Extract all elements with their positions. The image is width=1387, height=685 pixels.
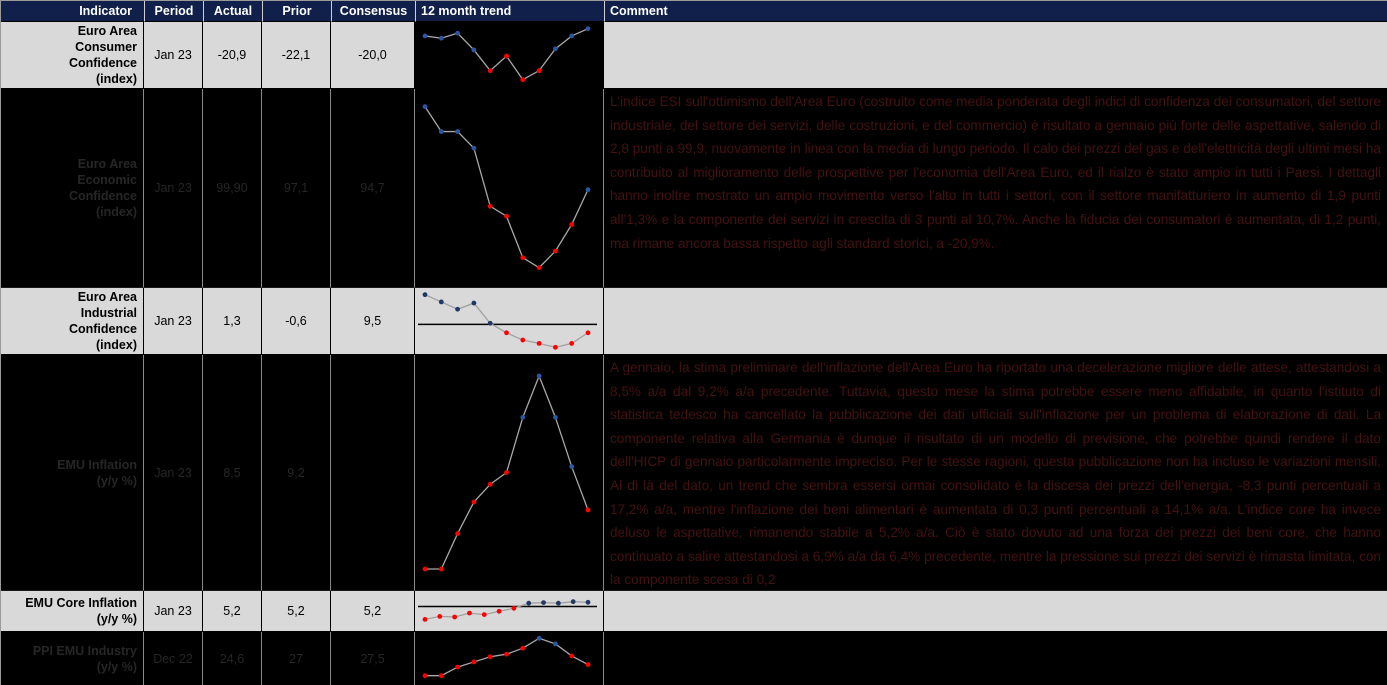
consensus-value: 9,5 [331, 288, 415, 355]
prior-value: 5,2 [262, 591, 331, 632]
column-header-indicator: Indicator [1, 1, 144, 22]
period-value: Jan 23 [144, 355, 203, 591]
period-value: Jan 23 [144, 288, 203, 355]
comment-cell: A gennaio, la stima preliminare dell'inf… [604, 355, 1387, 591]
trend-sparkline [415, 89, 604, 288]
indicator-label: PPI EMU Industry (y/y %) [1, 632, 144, 685]
indicator-label: Euro Area Consumer Confidence (index) [1, 22, 144, 89]
period-value: Dec 22 [144, 632, 203, 685]
comment-cell [604, 22, 1387, 89]
prior-value: -22,1 [262, 22, 331, 89]
table-header-row: Indicator Period Actual Prior Consensus … [1, 1, 1387, 22]
trend-sparkline [415, 22, 604, 89]
column-header-actual: Actual [203, 1, 262, 22]
actual-value: 1,3 [203, 288, 262, 355]
trend-sparkline [415, 632, 604, 685]
column-header-comment: Comment [604, 1, 1387, 22]
indicator-label: Euro Area Industrial Confidence (index) [1, 288, 144, 355]
actual-value: 24,6 [203, 632, 262, 685]
prior-value: 9,2 [262, 355, 331, 591]
trend-sparkline [415, 288, 604, 355]
consensus-value: 27,5 [331, 632, 415, 685]
consensus-value: 5,2 [331, 591, 415, 632]
comment-cell [604, 288, 1387, 355]
comment-cell [604, 632, 1387, 685]
table-row: Euro Area Industrial Confidence (index) … [1, 288, 1387, 355]
period-value: Jan 23 [144, 22, 203, 89]
table-row: Euro Area Economic Confidence (index) Ja… [1, 89, 1387, 288]
column-header-prior: Prior [262, 1, 331, 22]
trend-sparkline [415, 591, 604, 632]
prior-value: -0,6 [262, 288, 331, 355]
period-value: Jan 23 [144, 89, 203, 288]
indicator-label: EMU Inflation (y/y %) [1, 355, 144, 591]
table-row: Euro Area Consumer Confidence (index) Ja… [1, 22, 1387, 89]
comment-cell [604, 591, 1387, 632]
prior-value: 27 [262, 632, 331, 685]
column-header-trend: 12 month trend [415, 1, 604, 22]
indicator-label: Euro Area Economic Confidence (index) [1, 89, 144, 288]
consensus-value: -20,0 [331, 22, 415, 89]
actual-value: 5,2 [203, 591, 262, 632]
actual-value: 99,90 [203, 89, 262, 288]
actual-value: -20,9 [203, 22, 262, 89]
trend-sparkline [415, 355, 604, 591]
comment-cell: L'indice ESI sull'ottimismo dell'Area Eu… [604, 89, 1387, 288]
column-header-consensus: Consensus [331, 1, 415, 22]
indicator-label: EMU Core Inflation (y/y %) [1, 591, 144, 632]
table-row: EMU Inflation (y/y %) Jan 23 8,5 9,2 A g… [1, 355, 1387, 591]
period-value: Jan 23 [144, 591, 203, 632]
consensus-value: 94,7 [331, 89, 415, 288]
table-row: EMU Core Inflation (y/y %) Jan 23 5,2 5,… [1, 591, 1387, 632]
consensus-value [331, 355, 415, 591]
table-row: PPI EMU Industry (y/y %) Dec 22 24,6 27 … [1, 632, 1387, 685]
prior-value: 97,1 [262, 89, 331, 288]
actual-value: 8,5 [203, 355, 262, 591]
column-header-period: Period [144, 1, 203, 22]
